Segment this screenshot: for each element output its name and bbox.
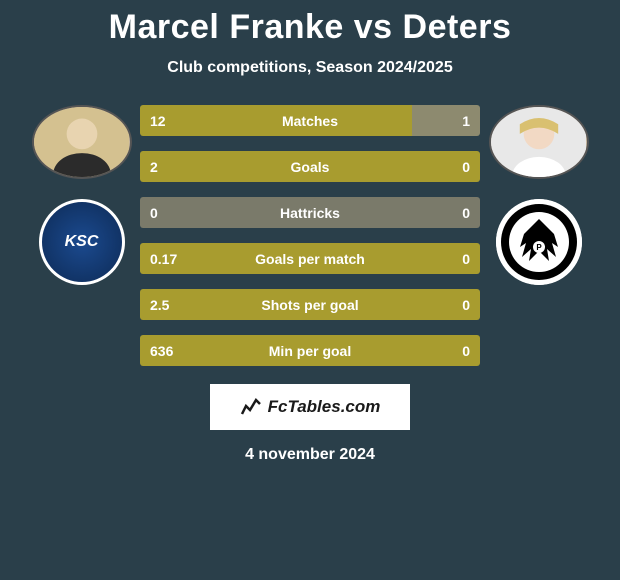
stat-row: 2 0 Goals [140,151,480,182]
stat-row: 636 0 Min per goal [140,335,480,366]
stat-left-value: 2 [150,159,158,175]
stat-label: Min per goal [269,343,351,359]
stat-right-value: 0 [462,251,470,267]
stat-label: Goals [291,159,330,175]
subtitle: Club competitions, Season 2024/2025 [0,59,620,77]
stat-left-value: 12 [150,113,166,129]
left-player-avatar [32,105,132,179]
stat-right-value: 0 [462,343,470,359]
page-title: Marcel Franke vs Deters [0,0,620,47]
brand-icon [240,396,262,418]
left-side: KSC [29,105,134,285]
stat-left-value: 2.5 [150,297,169,313]
stat-right-value: 0 [462,159,470,175]
stat-row: 12 1 Matches [140,105,480,136]
stat-left-value: 0 [150,205,158,221]
stat-right-value: 0 [462,297,470,313]
stats-bars: 12 1 Matches 2 0 Goals 0 0 Hattricks 0.17 0 Goals p… [140,105,480,366]
eagle-badge-icon: P [496,199,582,285]
svg-text:P: P [536,243,542,252]
stat-row: 2.5 0 Shots per goal [140,289,480,320]
left-club-badge: KSC [39,199,125,285]
stat-row: 0 0 Hattricks [140,197,480,228]
stat-left-value: 636 [150,343,173,359]
stat-row: 0.17 0 Goals per match [140,243,480,274]
stat-bar-left [140,105,412,136]
brand-text: FcTables.com [268,397,381,417]
comparison-content: KSC 12 1 Matches 2 0 Goals 0 0 Hattricks 0.17 0 Goa… [0,105,620,366]
avatar-placeholder-icon [491,107,587,178]
avatar-placeholder-icon [34,107,130,178]
stat-right-value: 1 [462,113,470,129]
stat-left-value: 0.17 [150,251,177,267]
right-player-avatar [489,105,589,179]
stat-label: Shots per goal [261,297,358,313]
right-side: P [486,105,591,285]
stat-label: Hattricks [280,205,340,221]
left-club-abbr: KSC [65,233,99,251]
stat-label: Goals per match [255,251,365,267]
date-text: 4 november 2024 [0,446,620,464]
stat-label: Matches [282,113,338,129]
stat-right-value: 0 [462,205,470,221]
right-club-badge: P [496,199,582,285]
brand-badge: FcTables.com [210,384,410,430]
